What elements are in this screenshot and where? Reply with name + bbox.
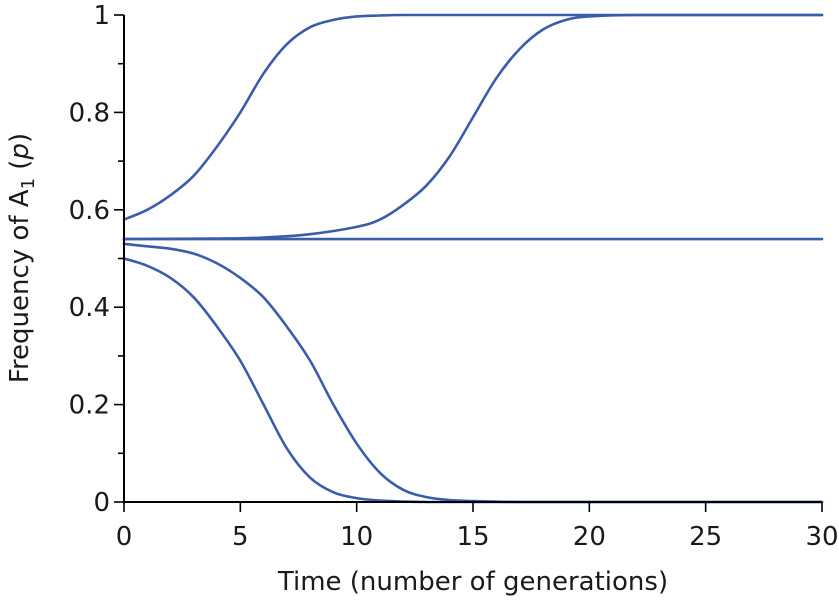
y-axis-title-paren-open: ( [5, 160, 35, 178]
series-line-4 [122, 242, 824, 504]
y-tick-label: 0.8 [69, 98, 110, 128]
x-tick-label: 25 [689, 522, 722, 552]
x-tick-label: 0 [116, 522, 133, 552]
x-axis-title: Time (number of generations) [277, 567, 668, 597]
y-tick-label: 0.4 [69, 293, 110, 323]
series-line-2 [122, 13, 824, 241]
x-tick-label: 5 [232, 522, 249, 552]
series-layer [122, 13, 824, 504]
y-axis-title-subscript: 1 [18, 178, 39, 189]
y-tick-label: 0.6 [69, 196, 110, 226]
x-tick-label: 10 [340, 522, 373, 552]
y-tick-label: 0.2 [69, 391, 110, 421]
y-axis-title-main: Frequency of A [5, 189, 35, 383]
y-axis-title: Frequency of A1 (p) [5, 133, 39, 383]
y-tick-label: 0 [93, 488, 110, 518]
ticks-layer: 0 5 10 15 20 25 30 0 0.2 0.4 0.6 0.8 1 [69, 1, 839, 552]
series-line-1 [122, 13, 824, 221]
y-axis-title-italic: p [5, 143, 35, 161]
y-axis-title-paren-close: ) [5, 133, 35, 143]
y-tick-label: 1 [93, 1, 110, 31]
axes-layer [123, 15, 822, 503]
x-tick-label: 15 [456, 522, 489, 552]
x-tick-label: 20 [573, 522, 606, 552]
x-tick-label: 30 [805, 522, 838, 552]
series-line-5 [122, 257, 824, 504]
